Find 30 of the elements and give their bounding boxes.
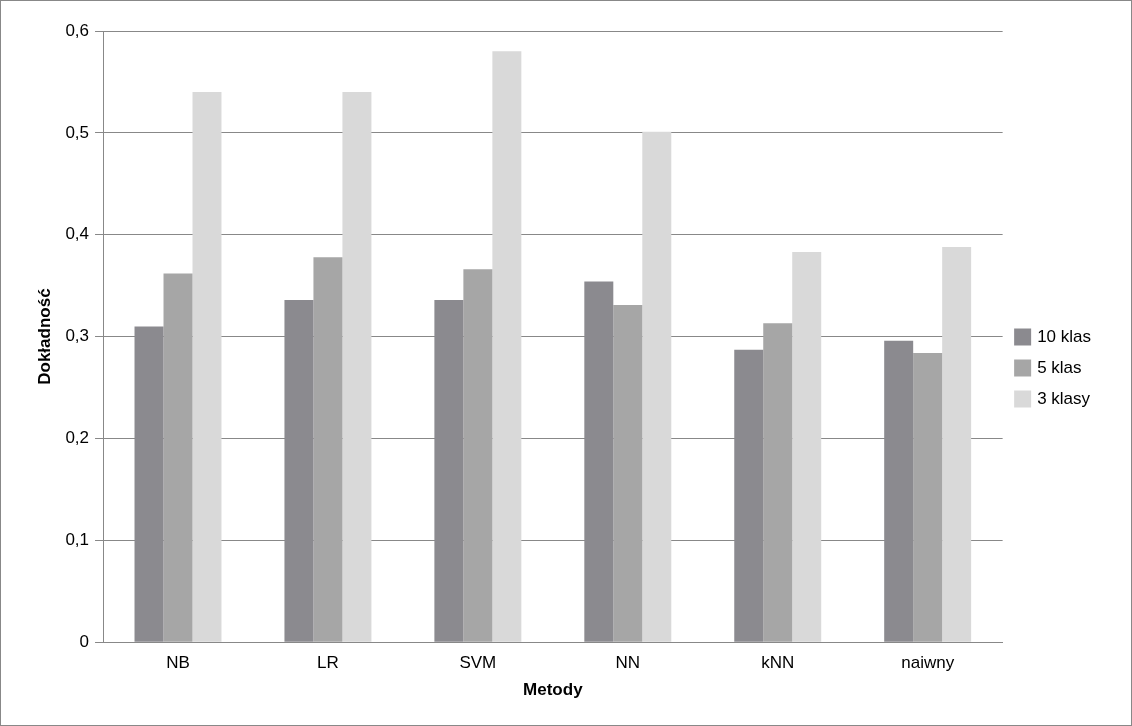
bar [942,246,972,642]
y-tick-label: 0,1 [65,530,90,550]
x-tick-label: NN [615,653,641,673]
y-tick-label: 0,2 [65,428,90,448]
bar [342,92,372,642]
bar [492,51,522,642]
bar [913,352,943,642]
bar [613,305,643,642]
y-tick-label: 0,6 [65,20,90,40]
y-tick-label: 0,3 [65,326,90,346]
bar [642,131,672,642]
x-tick-label: SVM [459,653,497,673]
y-tick-label: 0 [79,631,90,651]
y-tick-label: 0,5 [65,122,90,142]
legend-label: 3 klasy [1037,388,1091,408]
bar [313,257,343,642]
x-tick-label: LR [317,653,339,673]
y-axis-title: Dokładność [34,288,54,385]
bar [192,92,222,642]
x-tick-label: kNN [761,653,795,673]
bar [163,273,193,642]
x-tick-label: NB [166,653,190,673]
legend-label: 5 klas [1037,357,1082,377]
legend-label: 10 klas [1037,326,1092,346]
bar [763,323,793,642]
bar [463,269,493,642]
x-tick-label: naiwny [901,653,955,673]
bar [792,252,822,642]
y-tick-label: 0,4 [65,224,90,244]
x-axis-title: Metody [523,680,584,700]
